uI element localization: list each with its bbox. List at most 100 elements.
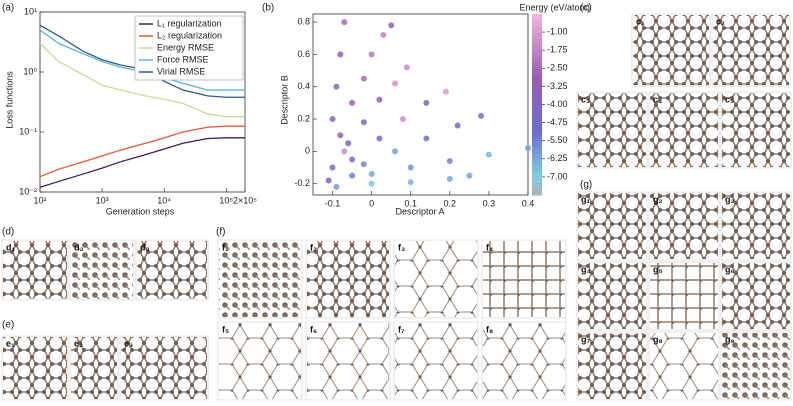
colorbar-segment xyxy=(532,140,542,148)
colorbar-segment xyxy=(532,44,542,51)
x-tick-label: 0.4 xyxy=(522,198,535,208)
x-tick-label: 0.2 xyxy=(444,198,457,208)
point xyxy=(341,19,348,26)
colorbar-segment xyxy=(532,146,542,154)
structure-atoms xyxy=(722,263,790,329)
structure-atoms xyxy=(633,15,709,85)
series-line xyxy=(39,42,245,118)
structure-label: d₂ xyxy=(74,242,84,252)
colorbar-label: Energy (eV/atom) xyxy=(519,2,590,12)
structure-label: c₂ xyxy=(716,16,725,26)
x-tick-label: 10³ xyxy=(96,195,109,205)
structure-label: g₉ xyxy=(725,334,735,344)
structure-panels: c₁ c₂ c₃ c₄ c₅ d₁ d₂ d₃ e₁ e₂ e₃ f₁ f₂ f₃ f₄ f₅ f₆ f₇ f₈ g₁… xyxy=(1,13,792,401)
panel-label: (e) xyxy=(2,320,14,331)
colorbar-segment xyxy=(532,128,542,136)
point xyxy=(388,22,395,29)
structure-label: f₃ xyxy=(398,242,405,252)
point xyxy=(325,177,332,184)
structure-atoms xyxy=(713,15,789,85)
colorbar-segment xyxy=(532,62,542,69)
colorbar-tick-label: -1.00 xyxy=(547,26,568,36)
x-axis-label: Generation steps xyxy=(106,206,175,216)
structure-atoms xyxy=(483,323,565,399)
point xyxy=(407,164,414,171)
structure-atoms xyxy=(219,241,301,317)
structure-label: g₆ xyxy=(725,264,735,274)
structure-label: e₁ xyxy=(6,338,15,348)
point xyxy=(345,140,352,147)
structure-label: c₃ xyxy=(581,94,590,104)
point xyxy=(525,145,531,152)
point xyxy=(392,80,399,87)
structure-label: e₃ xyxy=(124,338,133,348)
colorbar-segment xyxy=(532,104,542,112)
plot-frame xyxy=(39,11,246,193)
structure-atoms xyxy=(307,323,389,399)
colorbar-tick-label: -7.00 xyxy=(547,171,568,181)
structure-label: g₁ xyxy=(581,194,590,204)
legend-label: Force RMSE xyxy=(157,54,209,64)
point xyxy=(423,99,430,106)
y-tick-label: 0 xyxy=(305,146,310,156)
colorbar-segment xyxy=(532,68,542,75)
colorbar-segment xyxy=(532,50,542,57)
structure-label: f₄ xyxy=(486,242,493,252)
point xyxy=(376,96,383,103)
colorbar-segment xyxy=(532,86,542,93)
point xyxy=(403,64,410,71)
y-tick-label: 10¹ xyxy=(24,6,37,16)
colorbar-segment xyxy=(532,38,542,45)
structure-label: d₁ xyxy=(6,242,15,252)
point xyxy=(442,88,449,95)
point xyxy=(368,51,375,58)
structure-atoms xyxy=(3,241,67,299)
structure-label: f₁ xyxy=(222,242,229,252)
y-axis-label: Loss functions xyxy=(4,71,14,129)
panel-label: (g) xyxy=(580,180,592,191)
x-tick-label: -0.1 xyxy=(325,198,341,208)
x-tick-label: 10² xyxy=(33,195,46,205)
point xyxy=(337,51,344,58)
structure-atoms xyxy=(307,241,389,317)
structure-label: g₄ xyxy=(581,264,591,274)
colorbar-segment xyxy=(532,32,542,39)
point xyxy=(485,151,492,158)
structure-label: c₅ xyxy=(725,94,734,104)
legend-label: Virial RMSE xyxy=(157,66,205,76)
y-tick-label: 10⁻¹ xyxy=(19,126,37,136)
legend-label: L₁ regularization xyxy=(157,18,222,28)
colorbar-tick-label: -4.00 xyxy=(547,99,568,109)
colorbar-tick-label: -3.25 xyxy=(547,81,568,91)
point xyxy=(333,183,340,190)
point xyxy=(368,180,375,187)
point xyxy=(380,32,387,39)
colorbar-tick-label: -5.50 xyxy=(547,135,568,145)
y-tick-label: 0.6 xyxy=(297,49,310,59)
point xyxy=(349,99,356,106)
colorbar-segment xyxy=(532,14,542,21)
structure-atoms xyxy=(722,93,790,167)
structure-atoms xyxy=(578,193,646,259)
point xyxy=(454,122,461,129)
structure-atoms xyxy=(650,193,718,259)
panel-label: (b) xyxy=(262,3,274,14)
point xyxy=(392,148,399,155)
structure-label: c₁ xyxy=(636,16,645,26)
y-tick-label: -0.2 xyxy=(294,178,310,188)
structure-label: g₅ xyxy=(653,264,663,274)
structure-label: e₂ xyxy=(74,338,83,348)
colorbar-segment xyxy=(532,80,542,87)
colorbar-segment xyxy=(532,170,542,178)
structure-atoms xyxy=(650,333,718,399)
colorbar-tick-label: -4.75 xyxy=(547,117,568,127)
colorbar-segment xyxy=(532,56,542,63)
structure-atoms xyxy=(71,337,117,399)
legend-label: L₂ regularization xyxy=(157,30,222,40)
point xyxy=(478,112,485,119)
structure-label: g₂ xyxy=(653,194,663,204)
y-tick-label: 0.8 xyxy=(297,16,310,26)
structure-label: g₃ xyxy=(725,194,735,204)
structure-atoms xyxy=(483,241,565,317)
